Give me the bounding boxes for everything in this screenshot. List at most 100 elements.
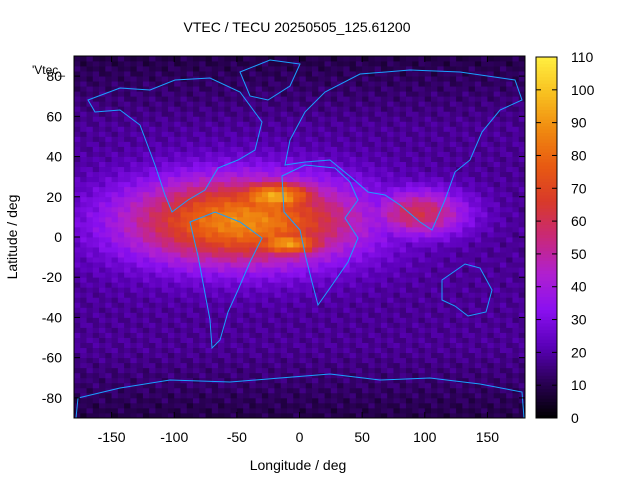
heatmap-cell bbox=[456, 136, 463, 142]
heatmap-cell bbox=[487, 302, 495, 308]
heatmap-cell bbox=[412, 176, 419, 183]
heatmap-cell bbox=[92, 66, 100, 72]
heatmap-cell bbox=[161, 101, 169, 107]
heatmap-cell bbox=[487, 272, 495, 278]
heatmap-cell bbox=[337, 151, 344, 157]
heatmap-cell bbox=[355, 136, 363, 142]
heatmap-cell bbox=[286, 126, 294, 132]
heatmap-cell bbox=[374, 402, 382, 409]
heatmap-cell bbox=[449, 161, 457, 168]
heatmap-cell bbox=[431, 242, 438, 248]
heatmap-cell bbox=[337, 242, 344, 248]
heatmap-cell bbox=[437, 327, 444, 333]
heatmap-cell bbox=[449, 347, 457, 354]
heatmap-cell bbox=[224, 272, 231, 278]
heatmap-cell bbox=[343, 402, 351, 409]
heatmap-cell bbox=[80, 126, 87, 132]
heatmap-cell bbox=[506, 402, 513, 409]
heatmap-cell bbox=[92, 221, 100, 228]
heatmap-cell bbox=[487, 327, 495, 333]
heatmap-cell bbox=[449, 257, 457, 263]
heatmap-cell bbox=[330, 186, 338, 193]
heatmap-cell bbox=[186, 216, 194, 223]
heatmap-cell bbox=[293, 237, 300, 243]
heatmap-cell bbox=[393, 211, 401, 218]
heatmap-cell bbox=[230, 347, 238, 354]
heatmap-cell bbox=[117, 66, 125, 72]
heatmap-cell bbox=[487, 277, 495, 283]
heatmap-cell bbox=[218, 111, 225, 117]
heatmap-cell bbox=[393, 111, 401, 117]
heatmap-cell bbox=[318, 267, 325, 273]
heatmap-cell bbox=[280, 347, 288, 354]
heatmap-cell bbox=[305, 191, 313, 198]
heatmap-cell bbox=[199, 362, 206, 369]
heatmap-cell bbox=[99, 307, 106, 313]
heatmap-cell bbox=[318, 106, 325, 112]
heatmap-cell bbox=[92, 216, 100, 223]
heatmap-cell bbox=[205, 412, 213, 418]
heatmap-cell bbox=[230, 357, 238, 364]
heatmap-cell bbox=[374, 262, 382, 268]
heatmap-cell bbox=[174, 352, 181, 359]
heatmap-cell bbox=[368, 216, 376, 223]
heatmap-cell bbox=[299, 267, 307, 273]
heatmap-cell bbox=[199, 216, 206, 223]
heatmap-cell bbox=[374, 176, 382, 183]
heatmap-cell bbox=[211, 287, 219, 293]
heatmap-cell bbox=[211, 242, 219, 248]
heatmap-cell bbox=[305, 116, 313, 122]
heatmap-cell bbox=[124, 382, 131, 389]
heatmap-cell bbox=[86, 86, 94, 92]
heatmap-cell bbox=[74, 242, 81, 248]
heatmap-cell bbox=[387, 302, 394, 308]
heatmap-cell bbox=[255, 377, 263, 384]
heatmap-cell bbox=[437, 287, 444, 293]
heatmap-cell bbox=[318, 237, 325, 243]
heatmap-cell bbox=[136, 402, 144, 409]
heatmap-cell bbox=[337, 357, 344, 364]
heatmap-cell bbox=[224, 262, 231, 268]
heatmap-cell bbox=[468, 317, 476, 323]
heatmap-cell bbox=[286, 237, 294, 243]
heatmap-cell bbox=[393, 297, 401, 303]
heatmap-cell bbox=[211, 196, 219, 203]
heatmap-cell bbox=[312, 146, 319, 152]
heatmap-cell bbox=[111, 136, 119, 142]
heatmap-cell bbox=[155, 166, 163, 173]
heatmap-cell bbox=[462, 412, 470, 418]
heatmap-cell bbox=[92, 277, 100, 283]
heatmap-cell bbox=[399, 267, 407, 273]
heatmap-cell bbox=[405, 91, 413, 97]
heatmap-cell bbox=[324, 86, 332, 92]
heatmap-cell bbox=[111, 362, 119, 369]
heatmap-cell bbox=[499, 231, 507, 238]
heatmap-cell bbox=[155, 106, 163, 112]
heatmap-cell bbox=[449, 216, 457, 223]
heatmap-cell bbox=[312, 307, 319, 313]
heatmap-cell bbox=[193, 186, 200, 193]
heatmap-cell bbox=[374, 332, 382, 338]
heatmap-cell bbox=[136, 267, 144, 273]
heatmap-cell bbox=[380, 377, 388, 384]
heatmap-cell bbox=[506, 302, 513, 308]
heatmap-cell bbox=[249, 206, 257, 213]
heatmap-cell bbox=[243, 181, 250, 188]
heatmap-cell bbox=[305, 397, 313, 404]
heatmap-cell bbox=[142, 166, 150, 173]
heatmap-cell bbox=[149, 196, 156, 203]
heatmap-cell bbox=[193, 347, 200, 354]
heatmap-cell bbox=[443, 161, 451, 168]
heatmap-cell bbox=[136, 272, 144, 278]
heatmap-cell bbox=[74, 297, 81, 303]
heatmap-cell bbox=[355, 101, 363, 107]
heatmap-cell bbox=[274, 196, 282, 203]
heatmap-cell bbox=[343, 237, 351, 243]
heatmap-cell bbox=[499, 242, 507, 248]
heatmap-cell bbox=[117, 156, 125, 162]
heatmap-cell bbox=[424, 292, 432, 298]
heatmap-cell bbox=[355, 337, 363, 343]
heatmap-cell bbox=[506, 191, 513, 198]
heatmap-cell bbox=[424, 322, 432, 328]
heatmap-cell bbox=[193, 287, 200, 293]
